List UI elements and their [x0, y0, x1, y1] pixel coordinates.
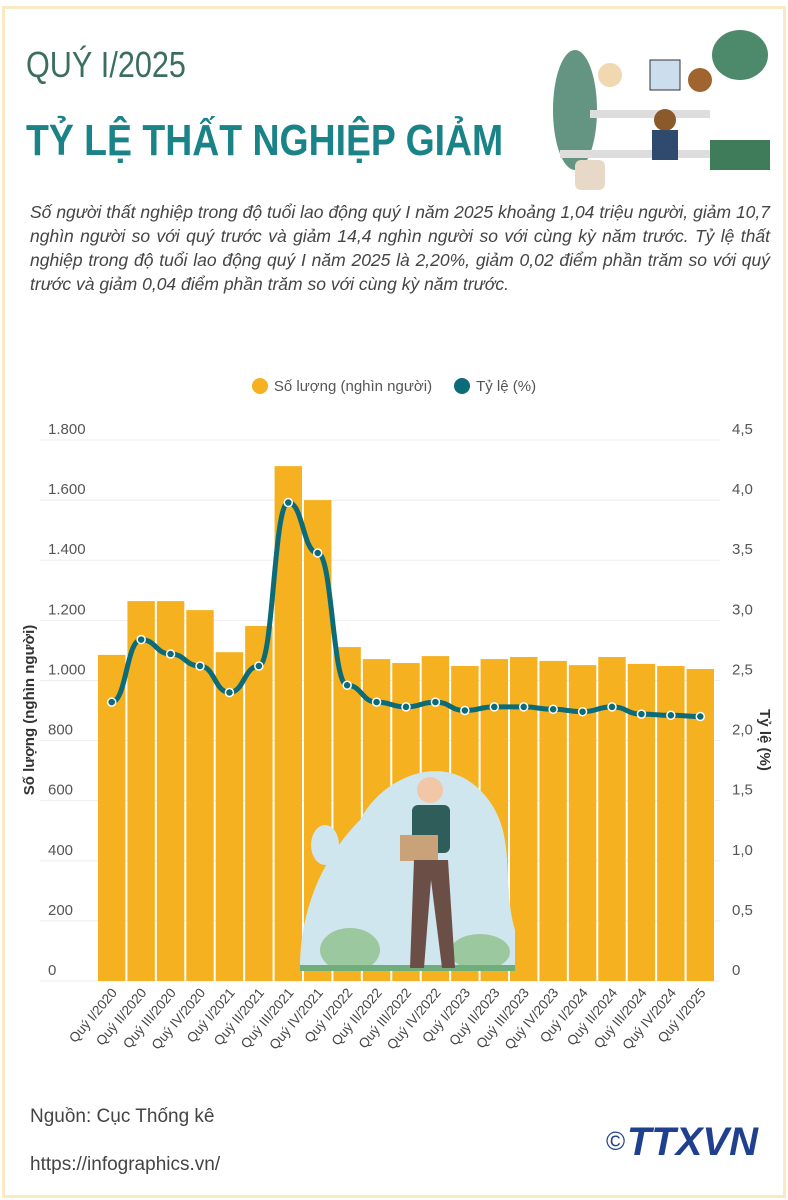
rate-point	[283, 497, 294, 508]
ground	[300, 965, 515, 971]
y-tick-label: 1.400	[48, 541, 86, 558]
description: Số người thất nghiệp trong độ tuổi lao đ…	[30, 202, 770, 294]
page-border	[2, 6, 786, 1198]
rate-point	[489, 702, 500, 712]
bar	[127, 601, 155, 981]
page-title: TỶ LỆ THẤT NGHIỆP GIẢM	[26, 116, 504, 165]
rate-point	[548, 704, 558, 715]
y-tick-label: 1.200	[48, 601, 86, 618]
url-link[interactable]: https://infographics.vn/	[30, 1154, 221, 1175]
chart-legend: Số lượng (nghìn người) Tỷ lệ (%)	[0, 378, 788, 395]
bar	[568, 665, 597, 981]
bush	[320, 928, 380, 972]
rate-point	[195, 661, 205, 671]
bar	[156, 601, 185, 981]
bush	[450, 934, 510, 970]
y-tick-label: 1.600	[48, 481, 86, 498]
rate-point	[430, 697, 441, 707]
bar	[98, 654, 126, 981]
y-tick-label: 600	[48, 782, 73, 799]
rate-point	[106, 697, 117, 707]
y-axis-title: Số lượng (nghìn người)	[21, 625, 38, 796]
rate-point	[460, 705, 470, 716]
woman-head	[417, 777, 443, 803]
y2-tick-label: 0,5	[732, 902, 753, 919]
legend-swatch-bar	[251, 378, 268, 394]
rate-point	[577, 706, 588, 717]
rate-point	[607, 702, 617, 712]
legend-swatch-line	[454, 378, 471, 394]
legend-label-line: Tỷ lệ (%)	[476, 378, 537, 395]
legend-item-bar: Số lượng (nghìn người)	[251, 378, 433, 395]
y-tick-label: 800	[48, 722, 73, 739]
rate-point	[666, 710, 676, 721]
ttxvn-logo: TTXVN	[626, 1120, 758, 1164]
woman-pants	[410, 860, 455, 968]
rate-point	[695, 711, 706, 722]
rate-point	[254, 661, 264, 671]
y2-tick-label: 4,5	[732, 421, 753, 438]
y-tick-label: 1.800	[48, 421, 86, 438]
rate-point	[224, 687, 235, 698]
y2-tick-label: 1,5	[732, 782, 753, 799]
rate-point	[518, 702, 529, 712]
bar	[539, 660, 567, 981]
legend-label-bar: Số lượng (nghìn người)	[273, 378, 433, 395]
rate-point	[342, 680, 352, 691]
leaf	[311, 825, 339, 865]
y-tick-label: 1.000	[48, 661, 86, 678]
y2-tick-label: 3,0	[732, 601, 753, 618]
y2-tick-label: 3,5	[732, 541, 753, 558]
source-text: Nguồn: Cục Thống kê	[30, 1106, 215, 1127]
y2-tick-label: 0	[732, 962, 740, 979]
y2-axis-title: Tỷ lệ (%)	[756, 709, 773, 771]
y-tick-label: 400	[48, 842, 73, 859]
y-tick-label: 0	[48, 962, 56, 979]
legend-item-line: Tỷ lệ (%)	[454, 378, 536, 395]
rate-point	[136, 634, 146, 645]
y2-tick-label: 2,5	[732, 661, 753, 678]
office-illustration	[553, 30, 770, 190]
rate-point	[636, 709, 647, 719]
rate-line	[110, 500, 701, 720]
illustration-background	[300, 771, 515, 968]
y2-tick-label: 4,0	[732, 481, 753, 498]
y-tick-label: 200	[48, 902, 73, 919]
rate-point	[312, 548, 323, 558]
copyright-icon: ©	[606, 1126, 626, 1156]
box	[400, 835, 438, 861]
rate-point	[401, 702, 411, 712]
y2-tick-label: 1,0	[732, 842, 753, 859]
rate-point	[371, 697, 382, 707]
y2-tick-label: 2,0	[732, 722, 753, 739]
bar	[245, 626, 273, 981]
rate-point	[165, 649, 176, 659]
chart: 0 0 200 0,5 400 1,0 600 1,5 800 2,0 1.000 2,5 1.200 3…	[21, 421, 773, 1052]
page-subtitle: QUÝ I/2025	[26, 44, 186, 85]
bar	[215, 652, 244, 981]
